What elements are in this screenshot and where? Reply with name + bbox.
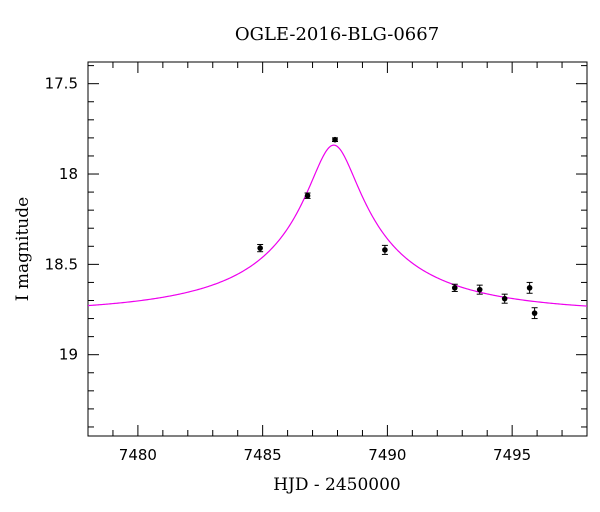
y-tick-label: 17.5 [45,75,78,93]
data-point [304,192,311,199]
x-tick-label: 7480 [119,446,157,464]
data-marker [332,136,338,143]
x-axis-label: HJD - 2450000 [273,475,401,495]
chart-title: OGLE-2016-BLG-0667 [235,24,439,45]
plot-frame [87,61,588,437]
data-marker [476,286,483,293]
x-tick-label: 7495 [493,446,531,464]
data-point [451,283,458,292]
x-tick-label: 7485 [244,446,282,464]
model-curve [87,144,588,307]
data-marker [257,245,263,251]
y-axis-label: I magnitude [13,197,33,301]
data-point [501,293,508,304]
data-point [526,281,533,294]
axis-ticks [87,62,588,436]
data-point [257,243,264,253]
data-marker [382,247,388,253]
axis-tick-labels: 7480 7485 7490 7495 17.5 18 18.5 19 [45,75,532,464]
y-tick-label: 18.5 [45,255,78,273]
y-tick-label: 18 [59,165,78,183]
data-point [476,284,483,295]
data-point [381,244,388,255]
data-marker [451,285,458,291]
data-marker [501,295,508,302]
data-point [332,136,339,143]
data-point [531,307,538,320]
data-points [257,136,538,320]
data-marker [531,310,538,316]
y-tick-label: 19 [59,346,78,364]
x-tick-label: 7490 [368,446,406,464]
data-marker [526,285,533,291]
data-marker [304,192,311,199]
